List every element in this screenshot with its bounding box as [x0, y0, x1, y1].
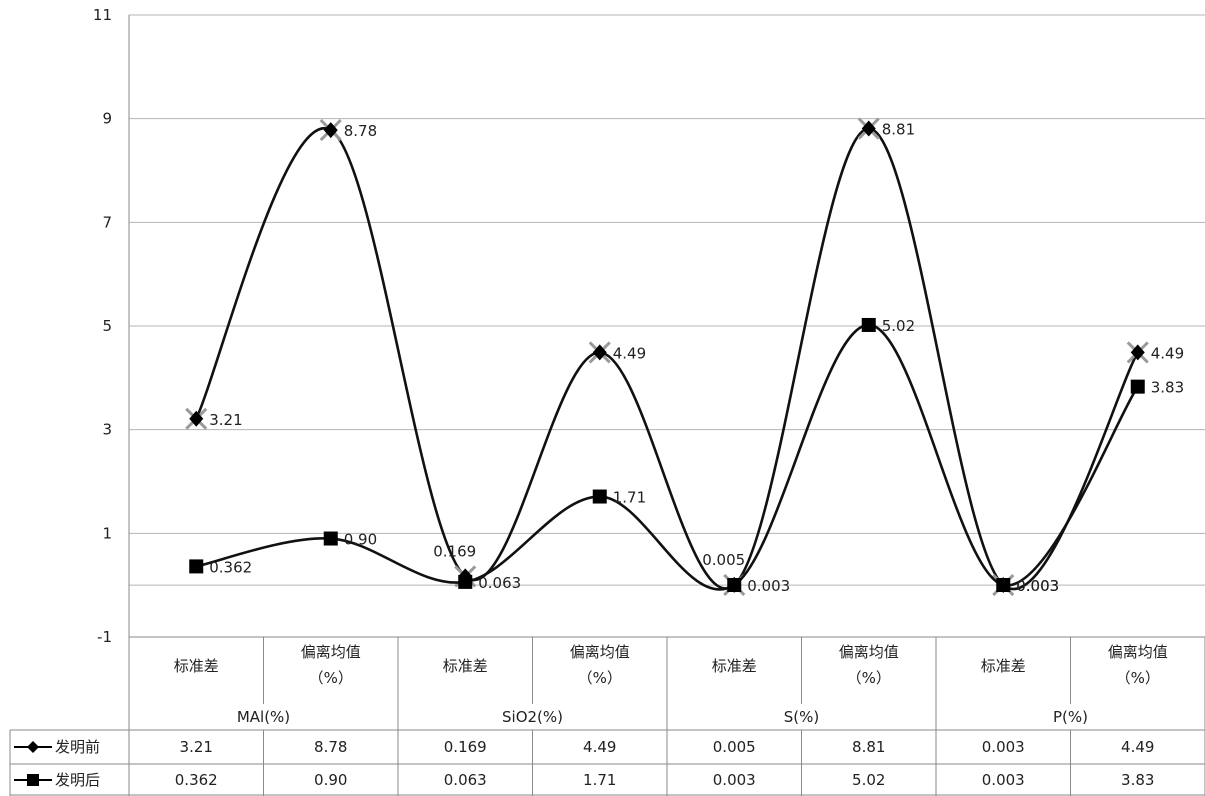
category-label: （%）: [1116, 669, 1160, 687]
data-label: 0.169: [433, 542, 476, 560]
data-label: 0.362: [209, 558, 252, 576]
data-table: 标准差 偏离均值 （%） MAl(%) 标准差 偏离均值 （%） SiO2(%) 标准差 偏离均值…: [9, 636, 1205, 796]
y-tick-label: 11: [93, 6, 112, 24]
category-label: （%）: [847, 669, 891, 687]
group-label: SiO2(%): [502, 708, 563, 726]
table-value: 0.063: [444, 771, 487, 789]
y-axis-ticks: -1 1 3 5 7 9 11: [93, 6, 112, 646]
marker-square: [189, 559, 204, 574]
y-tick-label: 3: [102, 421, 112, 439]
marker-square: [996, 578, 1011, 593]
category-label: （%）: [309, 669, 353, 687]
y-tick-label: -1: [97, 628, 112, 646]
legend-label: 发明后: [55, 771, 100, 789]
y-tick-label: 9: [102, 110, 112, 128]
data-label: 0.90: [344, 531, 377, 549]
table-value: 3.21: [180, 738, 213, 756]
data-label: 1.71: [613, 489, 646, 507]
y-tick-label: 1: [102, 524, 112, 542]
category-label: 偏离均值: [1108, 643, 1168, 661]
data-label: 5.02: [882, 317, 915, 335]
table-value: 3.83: [1121, 771, 1154, 789]
data-label: 3.21: [209, 411, 242, 429]
marker-diamond: [592, 344, 607, 361]
table-value: 1.71: [583, 771, 616, 789]
gridlines: [128, 14, 1205, 638]
category-label: 偏离均值: [570, 643, 630, 661]
category-label: 标准差: [981, 657, 1026, 675]
category-label: 偏离均值: [301, 643, 361, 661]
data-label: 4.49: [613, 344, 646, 362]
group-label: MAl(%): [237, 708, 290, 726]
data-label: 0.063: [478, 574, 521, 592]
marker-diamond: [323, 122, 338, 139]
marker-square: [861, 317, 876, 332]
data-label: 4.49: [1151, 344, 1184, 362]
table-value: 0.005: [713, 738, 756, 756]
category-label: 标准差: [443, 657, 488, 675]
table-value: 4.49: [1121, 738, 1154, 756]
marker-square: [1130, 379, 1145, 394]
category-label: 标准差: [174, 657, 219, 675]
table-value: 0.003: [713, 771, 756, 789]
marker-diamond: [1130, 344, 1145, 361]
category-label: （%）: [578, 669, 622, 687]
category-label: 标准差: [712, 657, 757, 675]
table-value: 0.003: [982, 738, 1025, 756]
data-label: 0.005: [702, 551, 745, 569]
series-line-2: [195, 323, 1139, 591]
marker-square: [592, 489, 607, 504]
table-value: 5.02: [852, 771, 885, 789]
series-lines: [185, 117, 1149, 597]
series-line-1: [195, 127, 1139, 591]
marker-diamond: [189, 410, 204, 427]
data-label: 3.83: [1151, 379, 1184, 397]
group-label: P(%): [1053, 708, 1088, 726]
data-label: 8.81: [882, 121, 915, 139]
data-label: 0.003: [1016, 577, 1059, 595]
data-label: 0.003: [747, 577, 790, 595]
marker-diamond: [861, 120, 876, 137]
table-value: 0.003: [982, 771, 1025, 789]
legend-marker-diamond: [27, 741, 39, 753]
table-value: 0.362: [175, 771, 218, 789]
category-label: 偏离均值: [839, 643, 899, 661]
marker-square: [323, 531, 338, 546]
legend-marker-square: [27, 774, 39, 786]
data-label: 0.003: [1016, 577, 1059, 595]
data-label: 8.78: [344, 122, 377, 140]
table-value: 0.169: [444, 738, 487, 756]
legend-label: 发明前: [55, 738, 100, 756]
marker-square: [727, 578, 742, 593]
marker-square: [458, 574, 473, 589]
y-tick-label: 5: [102, 317, 112, 335]
table-value: 4.49: [583, 738, 616, 756]
group-label: S(%): [784, 708, 819, 726]
y-tick-label: 7: [102, 213, 112, 231]
table-value: 8.81: [852, 738, 885, 756]
data-labels: 3.21 8.78 0.169 4.49 0.005 8.81 0.003 4.49 0.362…: [209, 121, 1184, 595]
table-value: 8.78: [314, 738, 347, 756]
table-value: 0.90: [314, 771, 347, 789]
